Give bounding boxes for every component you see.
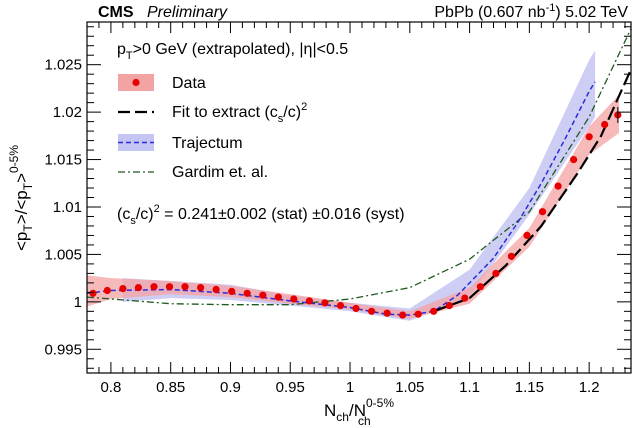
- data-point: [336, 302, 345, 310]
- data-point: [197, 284, 205, 292]
- uncertainty-bands: [87, 50, 619, 321]
- data-point: [150, 283, 158, 291]
- y-tick-label: 1.015: [44, 152, 82, 169]
- x-tick-label: 1.2: [579, 379, 600, 396]
- y-tick-label: 1.02: [53, 104, 82, 121]
- data-point: [507, 252, 515, 260]
- data-points: [89, 106, 622, 319]
- selection-text: pT>0 GeV (extrapolated), |η|<0.5: [117, 41, 348, 62]
- data-point: [445, 302, 453, 310]
- data-point: [352, 304, 360, 313]
- x-tick-label: 0.8: [100, 379, 121, 396]
- legend-label-fit: Fit to extract (cs/c)2: [172, 101, 307, 125]
- data-point: [538, 208, 547, 216]
- data-point: [290, 295, 298, 303]
- preliminary-label: Preliminary: [147, 4, 228, 21]
- x-tick-label: 0.95: [276, 379, 305, 396]
- legend-label-trajectum: Trajectum: [172, 135, 243, 152]
- data-syst-band: [87, 95, 619, 319]
- axis-ticks: 0.8 0.85 0.9 0.95 1 1.05 1.1 1.15 1.2 0.995 1 1.005…: [44, 22, 631, 396]
- legend: Data Fit to extract (cs/c)2 Trajectum Ga…: [118, 74, 307, 181]
- data-point: [228, 287, 236, 295]
- data-point: [383, 309, 391, 317]
- data-point: [414, 310, 422, 318]
- data-point: [274, 293, 282, 301]
- fit-curve: [433, 68, 631, 313]
- data-point: [461, 294, 469, 302]
- data-point: [399, 311, 407, 319]
- trajectum-curve: [87, 81, 596, 316]
- x-tick-label: 1.15: [515, 379, 544, 396]
- data-point: [321, 299, 329, 307]
- data-point: [134, 284, 142, 292]
- data-point: [165, 283, 174, 291]
- data-point: [585, 133, 593, 141]
- x-tick-label: 0.85: [156, 379, 185, 396]
- svg-text:<pT>/<pT>0-5%: <pT>/<pT>0-5%: [7, 145, 35, 251]
- data-point: [601, 120, 609, 129]
- data-point: [368, 307, 376, 315]
- y-tick-label: 1.025: [44, 57, 82, 74]
- data-point: [492, 269, 500, 277]
- x-tick-label: 1.1: [459, 379, 480, 396]
- data-point: [476, 283, 484, 291]
- cms-label: CMS: [98, 4, 134, 21]
- data-point: [212, 285, 220, 294]
- y-tick-label: 1.005: [44, 246, 82, 263]
- data-point: [570, 156, 578, 164]
- data-point: [243, 289, 251, 297]
- data-point: [430, 307, 438, 315]
- collision-info: PbPb (0.607 nb-1) 5.02 TeV: [434, 2, 628, 21]
- data-point: [523, 231, 531, 239]
- y-axis-title: <pT>/<pT>0-5%: [7, 145, 35, 251]
- x-tick-label: 1: [346, 379, 354, 396]
- x-tick-label: 0.9: [220, 379, 241, 396]
- legend-label-gardim: Gardim et. al.: [172, 164, 268, 181]
- data-point: [259, 291, 267, 299]
- y-tick-label: 0.995: [44, 341, 82, 358]
- data-point: [181, 283, 189, 291]
- data-point: [103, 286, 111, 295]
- result-text: (cs/c)2 = 0.241±0.002 (stat) ±0.016 (sys…: [117, 203, 405, 227]
- x-axis-title: Nch/N0-5% ch: [324, 396, 394, 428]
- data-point: [89, 289, 97, 297]
- x-tick-label: 1.05: [395, 379, 424, 396]
- y-tick-label: 1: [74, 294, 82, 311]
- data-point: [305, 297, 313, 305]
- legend-data-marker: [132, 78, 140, 87]
- legend-label-data: Data: [172, 75, 206, 92]
- y-tick-label: 1.01: [53, 199, 82, 216]
- data-point: [554, 182, 562, 190]
- data-point: [119, 285, 127, 293]
